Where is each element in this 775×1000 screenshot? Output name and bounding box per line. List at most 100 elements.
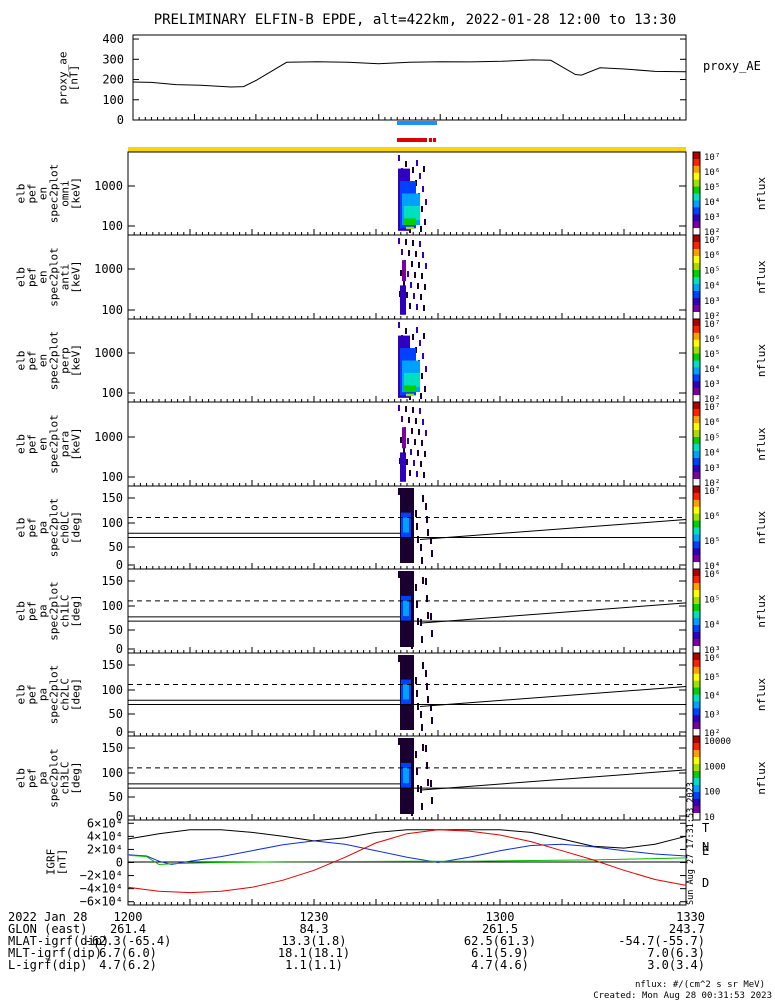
spectrogram-pixel [425, 578, 427, 585]
colorbar-swatch [693, 214, 700, 222]
panel-ylabel-line-4: omni [59, 180, 72, 207]
footer-row-value: 1300 [486, 910, 515, 924]
panel-pa_ch1: 150 100 50 0 10⁶ 10⁵ 10⁴ 10³ nflux elbpefpaspec2p… [15, 568, 768, 656]
panel-ytick-label: 150 [101, 574, 123, 588]
panel-ylabel-line-0: elb [15, 768, 28, 788]
colorbar-swatch [693, 743, 700, 751]
spectrogram-pixel [414, 272, 416, 278]
colorbar-swatch [693, 583, 700, 591]
colorbar-swatch [693, 555, 700, 563]
colorbar-swatch [693, 221, 700, 229]
spectrogram-pixel [427, 696, 429, 703]
colorbar-swatch [693, 228, 700, 236]
panel-ylabel-line-2: en [37, 187, 50, 200]
igrf-ylabel-line-1: [nT] [56, 849, 69, 876]
spectrogram-pixel [425, 263, 427, 269]
colorbar: 10⁷ 10⁶ 10⁵ 10⁴ 10³ 10² nflux [692, 318, 768, 405]
colorbar-swatch [693, 242, 700, 250]
spectrogram-pixel [425, 745, 427, 752]
panel-ytick-label: 0 [116, 642, 123, 656]
colorbar-tick-label: 10⁶ [704, 335, 720, 345]
spectrogram-pixel [417, 703, 419, 710]
spectrogram-pixel [412, 167, 414, 173]
colorbar-swatch [693, 360, 700, 368]
panel-ylabel-line-3: spec2plot [48, 748, 61, 808]
colorbar-swatch [693, 757, 700, 765]
spectrogram-pixel [424, 451, 426, 457]
spin-phase-bar-2 [429, 138, 432, 142]
spectrogram-pixel [419, 241, 421, 247]
spectrogram-pixel [422, 186, 424, 192]
spectrogram-pixel [408, 417, 410, 423]
spectrogram-pixel [410, 282, 412, 288]
colorbar-label: nflux [755, 260, 768, 293]
side-timestamp: Sun Aug 27 17:31:53 2023 [686, 782, 696, 905]
colorbar-tick-label: 10⁴ [704, 198, 720, 208]
colorbar-swatch [693, 576, 700, 584]
spectrogram-panels: 100010010⁷10⁶10⁵10⁴10³10²nfluxelbpefensp… [15, 151, 768, 823]
colorbar-swatch [693, 402, 700, 410]
colorbar-tick-label: 10⁵ [704, 673, 720, 683]
loss-cone-slope-line [419, 686, 687, 707]
panel-ytick-label: 1000 [94, 430, 123, 444]
colorbar-swatch [693, 270, 700, 278]
spectrogram-pixel [411, 428, 413, 434]
colorbar-swatch [693, 346, 700, 355]
colorbar-swatch [693, 597, 700, 605]
spectrogram-pixel [400, 270, 402, 276]
footer-row-value: 261.5 [482, 922, 518, 936]
spectrogram-pixel [423, 166, 425, 172]
colorbar: 10000 1000 100 10 nflux [692, 735, 768, 823]
colorbar-label: nflux [755, 594, 768, 627]
spectrogram-pixel [398, 488, 400, 495]
panel-ytick-label: 100 [101, 766, 123, 780]
panel-ylabel-line-4: ch1LC [59, 594, 72, 627]
science-zone-bar [397, 121, 437, 125]
footer-row-value: 1230 [300, 910, 329, 924]
colorbar-swatch [693, 437, 700, 445]
spectrogram-pixel [398, 571, 400, 578]
panel-ylabel-line-0: elb [15, 267, 28, 287]
colorbar-swatch [693, 367, 700, 375]
colorbar-swatch [693, 708, 700, 716]
colorbar-tick-label: 10⁵ [704, 595, 720, 605]
panel-ylabel-line-1: pef [26, 267, 39, 287]
panel-ylabel-line-3: spec2plot [48, 665, 61, 725]
colorbar-swatch [693, 298, 700, 306]
panel-ylabel-line-5: [deg] [70, 761, 83, 794]
colorbar-swatch [693, 764, 700, 772]
colorbar-swatch [693, 152, 700, 160]
panel-ylabel-line-1: pef [26, 601, 39, 621]
panel-ylabel-line-5: [deg] [70, 678, 83, 711]
spectrogram-pixel [398, 405, 400, 411]
colorbar-swatch [693, 813, 700, 821]
igrf-ylabel-line-0: IGRF [45, 849, 58, 876]
spectrogram-pixel [421, 273, 423, 279]
colorbar-swatch [693, 207, 700, 215]
pa-spectrogram-cell [403, 517, 409, 533]
spectrogram-pixel [424, 219, 426, 225]
colorbar-swatch [693, 729, 700, 737]
colorbar-tick-label: 10⁵ [704, 537, 720, 547]
colorbar-swatch [693, 305, 700, 313]
spectrogram-pixel [420, 226, 422, 232]
proxy-ae-ytick-label: 400 [102, 32, 124, 46]
colorbar-swatch [693, 736, 700, 744]
spectrogram-pixel [431, 797, 433, 804]
spectrogram-pixel [408, 250, 410, 256]
panel-ytick-label: 100 [101, 683, 123, 697]
panel-ylabel-line-3: spec2plot [48, 331, 61, 391]
spectrogram-pixel [405, 239, 407, 245]
colorbar-swatch [693, 193, 700, 201]
panel-ylabel-line-3: spec2plot [48, 498, 61, 558]
colorbar-swatch [693, 200, 700, 208]
colorbar-swatch [693, 423, 700, 431]
colorbar-tick-label: 10⁵ [704, 433, 720, 443]
spectrogram-pixel [422, 252, 424, 258]
colorbar-tick-label: 10⁴ [704, 449, 720, 459]
spectrogram-pixel [424, 284, 426, 290]
colorbar-swatch [693, 666, 700, 675]
footer-row-value: 1200 [114, 910, 143, 924]
colorbar-tick-label: 10³ [704, 646, 720, 656]
status-bars [128, 121, 686, 152]
